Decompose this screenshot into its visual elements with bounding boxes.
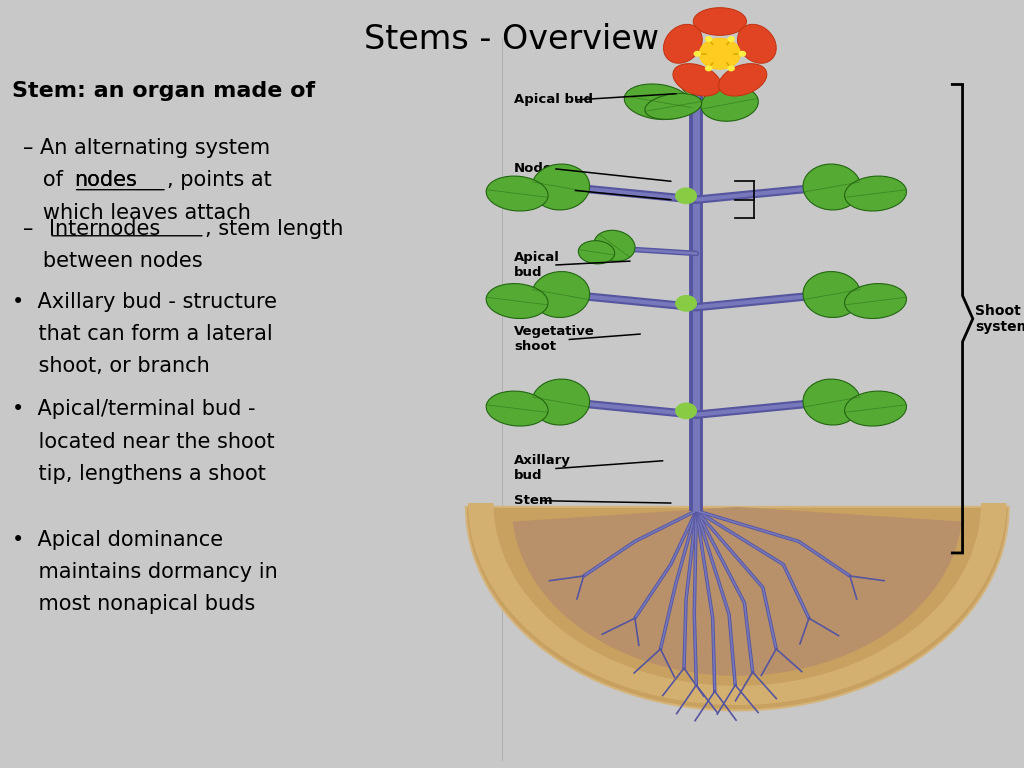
Text: Stem: an organ made of: Stem: an organ made of <box>12 81 315 101</box>
Text: Vegetative
shoot: Vegetative shoot <box>514 326 595 353</box>
Text: located near the shoot: located near the shoot <box>12 432 274 452</box>
Ellipse shape <box>673 64 721 96</box>
Circle shape <box>676 403 696 419</box>
Ellipse shape <box>531 272 590 317</box>
Text: Apical
bud: Apical bud <box>514 251 560 279</box>
Ellipse shape <box>486 176 548 211</box>
Text: Internodes: Internodes <box>49 219 161 239</box>
Text: •  Apical dominance: • Apical dominance <box>12 530 223 550</box>
Ellipse shape <box>803 164 861 210</box>
Ellipse shape <box>531 379 590 425</box>
Text: that can form a lateral: that can form a lateral <box>12 324 273 344</box>
Text: Stems - Overview: Stems - Overview <box>365 23 659 56</box>
Circle shape <box>699 38 740 69</box>
Wedge shape <box>466 507 1009 710</box>
Ellipse shape <box>845 283 906 319</box>
Circle shape <box>676 188 696 204</box>
Ellipse shape <box>845 176 906 211</box>
Circle shape <box>706 66 712 71</box>
Ellipse shape <box>531 164 590 210</box>
Circle shape <box>694 51 700 56</box>
Wedge shape <box>468 503 1007 705</box>
Ellipse shape <box>681 70 701 94</box>
Ellipse shape <box>803 379 861 425</box>
Text: nodes: nodes <box>74 170 136 190</box>
Wedge shape <box>513 507 962 676</box>
Text: of: of <box>23 170 70 190</box>
Text: shoot, or branch: shoot, or branch <box>12 356 210 376</box>
Circle shape <box>728 66 734 71</box>
Text: nodes: nodes <box>74 170 136 190</box>
Text: Node: Node <box>514 163 553 175</box>
Text: •  Apical/terminal bud -: • Apical/terminal bud - <box>12 399 256 419</box>
Ellipse shape <box>486 283 548 319</box>
Text: •  Axillary bud - structure: • Axillary bud - structure <box>12 292 278 312</box>
Circle shape <box>739 51 745 56</box>
Text: most nonapical buds: most nonapical buds <box>12 594 256 614</box>
Text: Internode: Internode <box>514 184 588 197</box>
Ellipse shape <box>645 94 701 119</box>
Ellipse shape <box>693 8 746 35</box>
Text: , points at: , points at <box>167 170 271 190</box>
Text: which leaves attach: which leaves attach <box>23 203 251 223</box>
Ellipse shape <box>719 64 767 96</box>
Ellipse shape <box>594 230 635 261</box>
Circle shape <box>728 37 734 41</box>
Text: Stem: Stem <box>514 495 553 507</box>
Text: Apical bud: Apical bud <box>514 94 593 106</box>
Ellipse shape <box>737 25 776 63</box>
Ellipse shape <box>700 86 759 121</box>
Text: tip, lengthens a shoot: tip, lengthens a shoot <box>12 464 266 484</box>
Text: Axillary
bud: Axillary bud <box>514 455 571 482</box>
Circle shape <box>676 296 696 311</box>
Ellipse shape <box>625 84 691 120</box>
Text: between nodes: between nodes <box>23 251 202 271</box>
Ellipse shape <box>664 25 702 63</box>
Text: maintains dormancy in: maintains dormancy in <box>12 562 279 582</box>
Text: , stem length: , stem length <box>205 219 343 239</box>
Circle shape <box>706 37 712 41</box>
Ellipse shape <box>579 240 614 264</box>
Text: – An alternating system: – An alternating system <box>23 138 269 158</box>
Ellipse shape <box>486 391 548 426</box>
Ellipse shape <box>803 272 861 317</box>
Ellipse shape <box>845 391 906 426</box>
Text: Shoot
system: Shoot system <box>975 303 1024 334</box>
Text: –: – <box>23 219 40 239</box>
